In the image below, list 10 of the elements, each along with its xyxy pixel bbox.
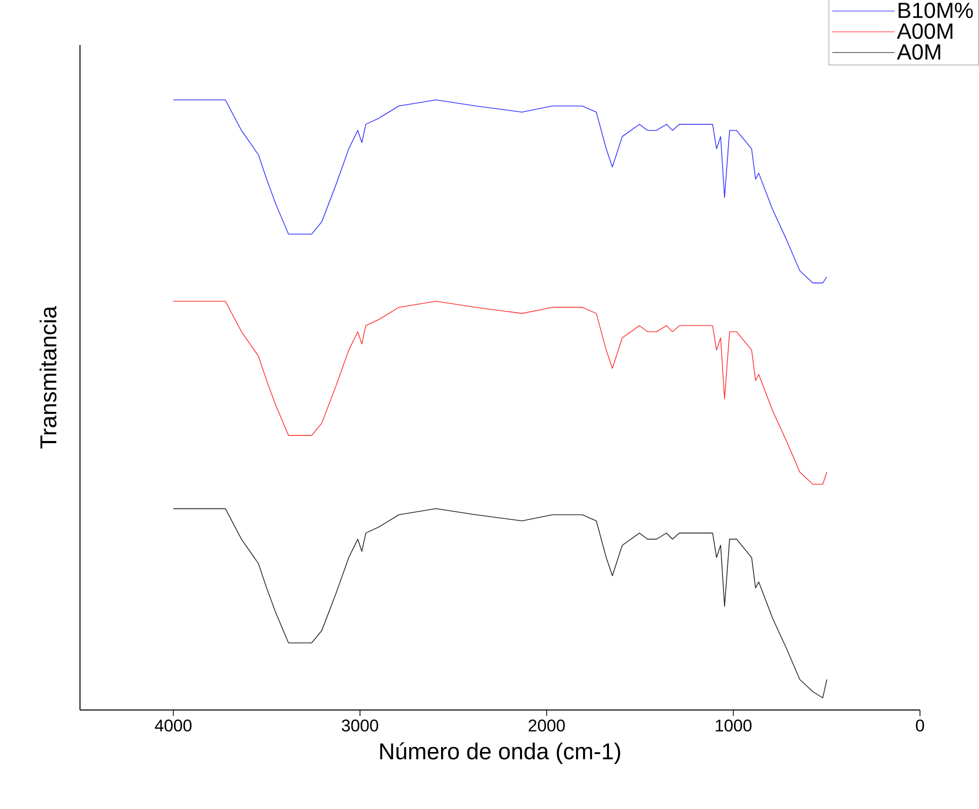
y-axis-title: Transmitancia <box>40 306 56 449</box>
legend-label: B10M% <box>898 2 973 18</box>
x-tick-label: 4000 <box>154 720 192 732</box>
x-tick-label: 2000 <box>528 720 565 732</box>
legend-label: A00M <box>896 23 952 39</box>
x-tick-label: 1000 <box>716 720 752 732</box>
x-axis-title: Número de onda (cm-1) <box>380 742 620 764</box>
x-tick-label: 0 <box>916 720 924 732</box>
x-tick-label: 3000 <box>342 720 378 732</box>
legend-label: A0M <box>896 44 940 60</box>
